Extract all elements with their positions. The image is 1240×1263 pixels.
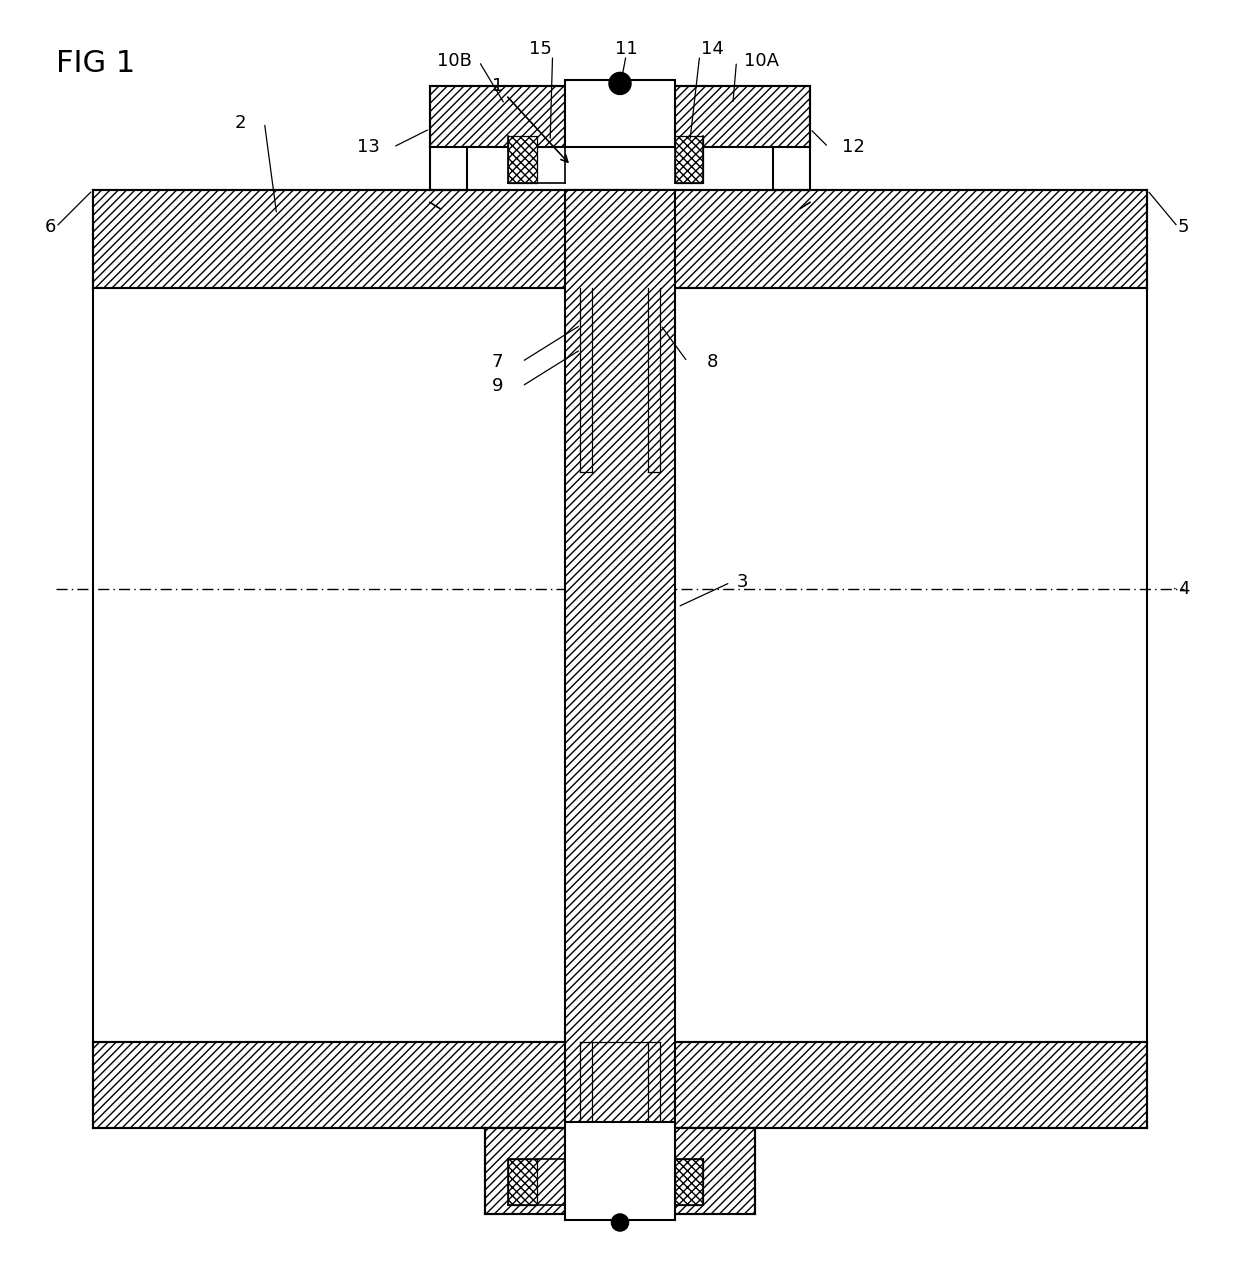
Text: 7: 7 — [491, 352, 503, 371]
Bar — [430, 86, 565, 148]
Bar — [675, 86, 810, 148]
Text: 15: 15 — [529, 40, 552, 58]
Circle shape — [611, 1214, 629, 1231]
Text: FIG 1: FIG 1 — [56, 49, 135, 78]
Text: 13: 13 — [357, 138, 381, 157]
Bar — [565, 1122, 675, 1220]
Text: 3: 3 — [737, 573, 749, 591]
Text: 10A: 10A — [744, 52, 779, 71]
Text: 2: 2 — [234, 114, 246, 131]
Text: 12: 12 — [842, 138, 864, 157]
Text: 6: 6 — [45, 218, 56, 236]
Text: 1: 1 — [492, 77, 568, 162]
Text: 10B: 10B — [436, 52, 472, 71]
Text: 8: 8 — [707, 352, 718, 371]
Bar — [485, 1128, 565, 1214]
Bar — [675, 136, 703, 183]
Bar — [565, 191, 675, 1128]
Bar — [93, 1042, 1147, 1128]
Text: 9: 9 — [491, 378, 503, 395]
Circle shape — [609, 72, 631, 95]
Bar — [675, 1128, 755, 1214]
Text: 5: 5 — [1178, 218, 1189, 236]
Text: 14: 14 — [701, 40, 723, 58]
Text: 4: 4 — [1178, 580, 1189, 597]
Bar — [565, 80, 675, 148]
Bar — [93, 191, 1147, 288]
Bar — [508, 136, 537, 183]
Text: 11: 11 — [615, 40, 637, 58]
Bar — [675, 1158, 703, 1205]
Bar — [508, 1158, 537, 1205]
